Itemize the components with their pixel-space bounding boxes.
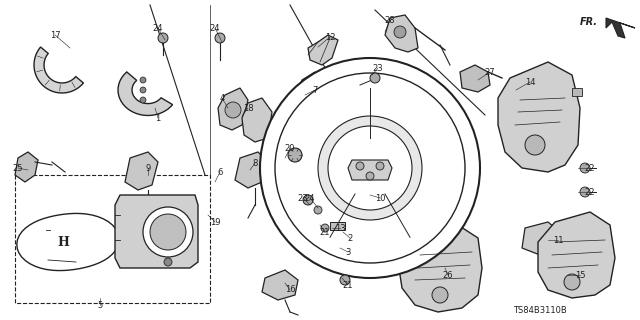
Polygon shape	[115, 195, 198, 268]
Circle shape	[140, 97, 146, 103]
Bar	[572, 88, 582, 96]
Text: 15: 15	[575, 270, 585, 279]
Text: 24: 24	[153, 23, 163, 33]
Text: 21: 21	[320, 228, 330, 236]
Polygon shape	[330, 222, 362, 255]
Polygon shape	[460, 65, 490, 92]
Polygon shape	[522, 222, 560, 255]
Text: 16: 16	[285, 285, 295, 294]
Polygon shape	[398, 225, 482, 312]
Polygon shape	[218, 88, 248, 130]
Text: 23: 23	[298, 194, 308, 203]
Circle shape	[394, 26, 406, 38]
Polygon shape	[242, 98, 272, 142]
Text: 9: 9	[145, 164, 150, 172]
Text: 1: 1	[156, 114, 161, 123]
Circle shape	[432, 287, 448, 303]
Text: 22: 22	[585, 164, 595, 172]
Text: FR.: FR.	[580, 17, 598, 27]
Polygon shape	[262, 270, 298, 300]
Circle shape	[564, 274, 580, 290]
Circle shape	[260, 58, 480, 278]
Polygon shape	[17, 213, 119, 271]
Text: 28: 28	[385, 15, 396, 25]
Text: 10: 10	[375, 194, 385, 203]
Circle shape	[321, 224, 329, 232]
Circle shape	[225, 102, 241, 118]
Text: 13: 13	[335, 223, 346, 233]
Text: 19: 19	[210, 218, 220, 227]
Text: 20: 20	[285, 143, 295, 153]
Polygon shape	[606, 18, 635, 38]
Text: 17: 17	[50, 30, 60, 39]
Text: 24: 24	[305, 194, 316, 203]
Circle shape	[366, 172, 374, 180]
Bar	[15, 175, 210, 303]
Circle shape	[376, 162, 384, 170]
Text: 3: 3	[346, 247, 351, 257]
Polygon shape	[328, 245, 360, 270]
Circle shape	[580, 163, 590, 173]
Circle shape	[356, 162, 364, 170]
Text: 11: 11	[553, 236, 563, 244]
Text: 23: 23	[372, 63, 383, 73]
Circle shape	[525, 135, 545, 155]
Text: 22: 22	[585, 188, 595, 196]
Circle shape	[143, 207, 193, 257]
Circle shape	[215, 33, 225, 43]
Polygon shape	[235, 152, 268, 188]
Circle shape	[140, 77, 146, 83]
Circle shape	[370, 73, 380, 83]
Text: 7: 7	[312, 85, 317, 94]
Polygon shape	[15, 152, 38, 182]
Text: 5: 5	[97, 300, 102, 309]
Polygon shape	[348, 160, 392, 180]
Circle shape	[164, 258, 172, 266]
Text: 2: 2	[348, 234, 353, 243]
Text: 26: 26	[443, 270, 453, 279]
Polygon shape	[538, 212, 615, 298]
Circle shape	[328, 126, 412, 210]
Text: H: H	[57, 236, 69, 249]
Bar	[330, 222, 345, 230]
Circle shape	[275, 73, 465, 263]
Circle shape	[314, 206, 322, 214]
Text: 18: 18	[243, 103, 253, 113]
Text: 27: 27	[484, 68, 495, 76]
Circle shape	[140, 87, 146, 93]
Text: 25: 25	[13, 164, 23, 172]
Polygon shape	[308, 35, 338, 65]
Polygon shape	[295, 72, 325, 108]
Polygon shape	[498, 62, 580, 172]
Text: 8: 8	[252, 158, 258, 167]
Circle shape	[318, 116, 422, 220]
Circle shape	[158, 33, 168, 43]
Text: 21: 21	[343, 281, 353, 290]
Polygon shape	[118, 72, 173, 116]
Text: 14: 14	[525, 77, 535, 86]
Polygon shape	[385, 15, 418, 52]
Text: 24: 24	[210, 23, 220, 33]
Text: 12: 12	[324, 33, 335, 42]
Circle shape	[303, 195, 313, 205]
Polygon shape	[34, 47, 83, 93]
Text: 4: 4	[220, 93, 225, 102]
Circle shape	[288, 148, 302, 162]
Circle shape	[150, 214, 186, 250]
Circle shape	[580, 187, 590, 197]
Circle shape	[340, 275, 350, 285]
Polygon shape	[125, 152, 158, 190]
Text: TS84B3110B: TS84B3110B	[513, 306, 567, 315]
Text: 6: 6	[218, 167, 223, 177]
